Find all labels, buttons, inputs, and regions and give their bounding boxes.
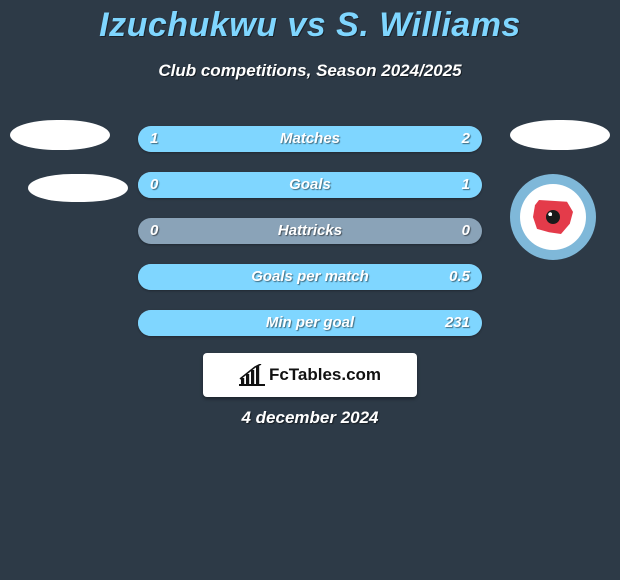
- bar-chart-icon: [239, 364, 265, 386]
- stat-row: 00Hattricks: [138, 218, 482, 244]
- stat-row: 12Matches: [138, 126, 482, 152]
- stat-row: 231Min per goal: [138, 310, 482, 336]
- page-title: Izuchukwu vs S. Williams: [0, 0, 620, 45]
- club-badge-inner: [520, 184, 586, 250]
- stat-row: 01Goals: [138, 172, 482, 198]
- left-club-avatar-placeholder: [28, 174, 128, 202]
- stat-label: Goals: [138, 172, 482, 198]
- stat-row: 0.5Goals per match: [138, 264, 482, 290]
- right-avatars: [510, 120, 610, 260]
- generated-date: 4 december 2024: [0, 408, 620, 428]
- fctables-logo-text: FcTables.com: [269, 365, 381, 385]
- stat-label: Matches: [138, 126, 482, 152]
- left-avatars: [10, 120, 128, 226]
- stat-label: Goals per match: [138, 264, 482, 290]
- stat-label: Hattricks: [138, 218, 482, 244]
- comparison-card: Izuchukwu vs S. Williams Club competitio…: [0, 0, 620, 580]
- right-club-badge: [510, 174, 596, 260]
- right-player-avatar-placeholder: [510, 120, 610, 150]
- fctables-logo: FcTables.com: [203, 353, 417, 397]
- page-subtitle: Club competitions, Season 2024/2025: [0, 61, 620, 81]
- club-badge-map-icon: [533, 200, 573, 234]
- stat-label: Min per goal: [138, 310, 482, 336]
- left-player-avatar-placeholder: [10, 120, 110, 150]
- stat-bars: 12Matches 01Goals 00Hattricks 0.5Goals per …: [138, 126, 482, 356]
